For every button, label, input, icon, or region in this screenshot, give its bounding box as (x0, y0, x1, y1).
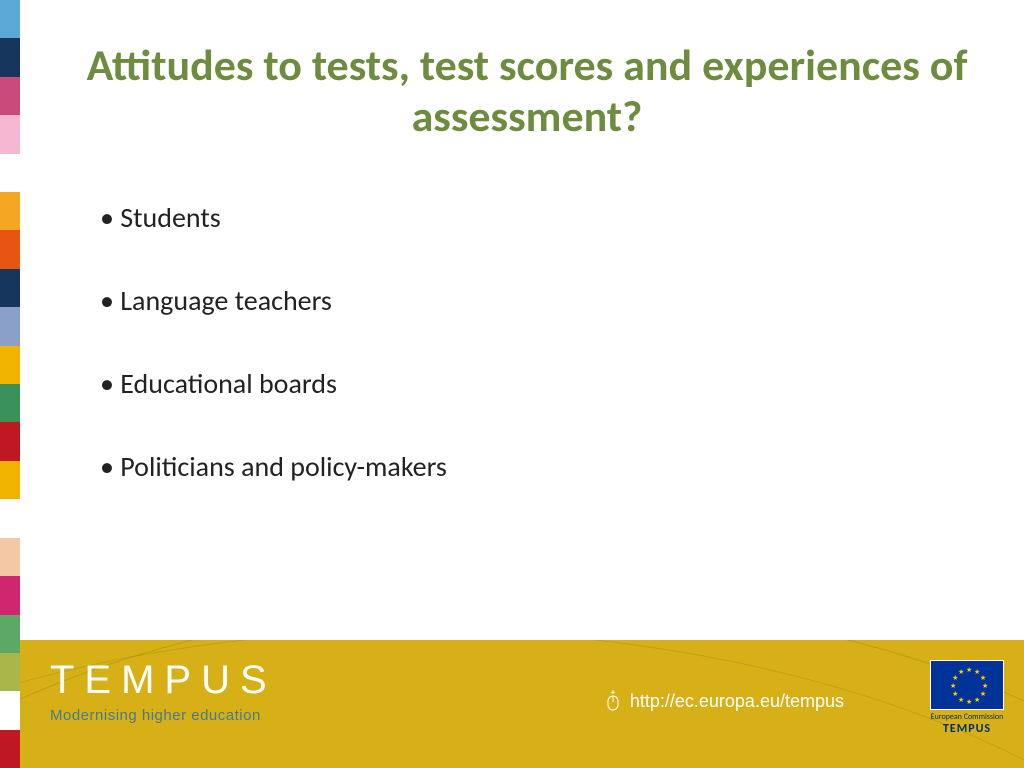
stripe-segment (0, 576, 20, 614)
stripe-segment (0, 422, 20, 460)
stripe-segment (0, 269, 20, 307)
mouse-icon (606, 690, 620, 712)
eu-star-icon: ★ (966, 668, 970, 672)
eu-star-icon: ★ (980, 676, 984, 680)
slide-title-wrap: Attitudes to tests, test scores and expe… (70, 40, 984, 141)
stripe-segment (0, 154, 20, 192)
eu-star-icon: ★ (958, 670, 962, 674)
color-stripe (0, 0, 20, 768)
stripe-segment (0, 461, 20, 499)
eu-flag: ★★★★★★★★★★★★ (930, 660, 1004, 710)
stripe-segment (0, 653, 20, 691)
eu-star-icon: ★ (950, 684, 954, 688)
bullet-list: Students Language teachers Educational boa… (100, 200, 944, 484)
slide-body: Students Language teachers Educational boa… (100, 200, 944, 532)
stripe-segment (0, 77, 20, 115)
eu-stars: ★★★★★★★★★★★★ (931, 661, 1003, 709)
eu-star-icon: ★ (958, 698, 962, 702)
stripe-segment (0, 538, 20, 576)
stripe-segment (0, 730, 20, 768)
bullet-item: Language teachers (100, 283, 944, 318)
eu-star-icon: ★ (966, 700, 970, 704)
eu-label-top: European Commission (930, 712, 1004, 722)
stripe-segment (0, 615, 20, 653)
bullet-item: Politicians and policy-makers (100, 449, 944, 484)
eu-star-icon: ★ (982, 684, 986, 688)
bullet-item: Students (100, 200, 944, 235)
slide-title: Attitudes to tests, test scores and expe… (70, 40, 984, 141)
stripe-segment (0, 230, 20, 268)
tempus-logo-block: TEMPUS Modernising higher education (50, 658, 277, 724)
footer-url-block: http://ec.europa.eu/tempus (606, 690, 844, 712)
stripe-segment (0, 499, 20, 537)
tempus-tagline: Modernising higher education (50, 707, 277, 724)
stripe-segment (0, 0, 20, 38)
stripe-segment (0, 346, 20, 384)
stripe-segment (0, 691, 20, 729)
stripe-segment (0, 307, 20, 345)
footer-url: http://ec.europa.eu/tempus (630, 691, 844, 712)
slide: Attitudes to tests, test scores and expe… (0, 0, 1024, 768)
eu-logo-block: ★★★★★★★★★★★★ European Commission TEMPUS (930, 660, 1004, 736)
bullet-item: Educational boards (100, 366, 944, 401)
eu-star-icon: ★ (974, 670, 978, 674)
stripe-segment (0, 192, 20, 230)
stripe-segment (0, 384, 20, 422)
stripe-segment (0, 38, 20, 76)
stripe-segment (0, 115, 20, 153)
eu-star-icon: ★ (952, 692, 956, 696)
footer-band: TEMPUS Modernising higher education http… (20, 640, 1024, 768)
eu-star-icon: ★ (980, 692, 984, 696)
tempus-wordmark: TEMPUS (50, 658, 277, 703)
eu-star-icon: ★ (952, 676, 956, 680)
eu-label-bottom: TEMPUS (930, 722, 1004, 736)
eu-star-icon: ★ (974, 698, 978, 702)
